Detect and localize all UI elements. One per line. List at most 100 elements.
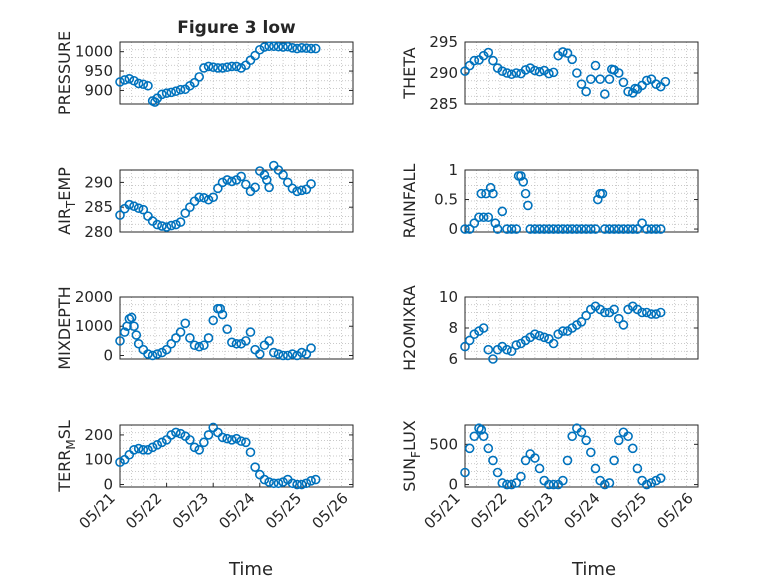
data-point — [488, 55, 498, 66]
data-point — [227, 337, 237, 348]
y-axis-label-text: RAINFALL — [400, 164, 419, 239]
data-point — [278, 350, 288, 361]
y-axis-label: AIRTEMP — [55, 167, 78, 235]
data-point — [124, 74, 135, 84]
data-point — [203, 430, 214, 440]
data-point — [217, 432, 228, 443]
data-point — [506, 69, 517, 80]
axes-3: 280 285 290 AIRTEMP — [55, 160, 354, 241]
data-point — [516, 471, 526, 482]
data-point — [143, 211, 153, 221]
data-point — [119, 75, 130, 85]
data-point — [609, 304, 619, 315]
y-axis-label: PRESSURE — [55, 31, 74, 115]
y-tick-label: 500 — [429, 435, 458, 453]
data-point — [481, 188, 491, 199]
data-point — [534, 224, 545, 234]
data-point — [268, 347, 279, 358]
data-point — [539, 224, 550, 234]
data-point — [306, 43, 316, 54]
x-axis-label-left: Time — [228, 559, 273, 580]
data-point — [581, 224, 591, 234]
y-tick-label: 6 — [448, 350, 458, 368]
data-point — [474, 212, 484, 223]
data-point — [264, 477, 274, 487]
data-point — [115, 336, 125, 346]
data-point — [520, 65, 531, 75]
data-point — [171, 219, 181, 230]
data-point — [152, 349, 163, 359]
data-point — [236, 436, 246, 446]
data-point — [208, 315, 218, 326]
axes-frame — [119, 169, 354, 233]
data-point — [464, 443, 475, 454]
data-point — [292, 479, 302, 490]
data-point — [483, 344, 494, 355]
data-point — [171, 427, 181, 438]
data-point — [627, 224, 638, 234]
data-point — [483, 212, 494, 223]
data-point — [115, 457, 125, 468]
data-point — [166, 338, 177, 349]
data-point — [604, 478, 615, 488]
data-point — [278, 477, 288, 487]
data-point — [604, 224, 615, 234]
data-point — [217, 309, 228, 320]
data-point — [138, 79, 149, 90]
data-point — [124, 449, 135, 460]
data-point — [641, 75, 652, 86]
y-tick-label: 0 — [448, 220, 458, 238]
y-tick-label: 10 — [439, 288, 458, 306]
data-point — [490, 218, 501, 228]
data-point — [296, 185, 307, 196]
data-point — [544, 68, 554, 79]
y-tick-label: 8 — [448, 319, 458, 337]
data-point — [166, 87, 177, 98]
data-point — [530, 224, 540, 234]
data-point — [222, 175, 232, 185]
axes-frame — [464, 169, 699, 233]
data-point — [502, 224, 512, 234]
data-point — [241, 437, 251, 448]
data-point — [618, 320, 629, 330]
data-point — [194, 444, 205, 455]
data-point — [180, 318, 191, 329]
data-point — [497, 66, 508, 76]
data-point — [492, 467, 503, 478]
data-point — [185, 333, 195, 343]
y-axis-label-rest: SL — [55, 420, 74, 439]
data-point — [623, 431, 633, 442]
data-point — [306, 343, 316, 353]
y-tick-label: 285 — [429, 95, 458, 113]
data-point — [511, 68, 522, 78]
y-tick-label: 200 — [84, 426, 113, 444]
data-point — [637, 218, 647, 228]
data-point — [613, 224, 624, 234]
data-point — [268, 160, 279, 171]
data-point — [199, 340, 209, 351]
data-point — [660, 76, 671, 87]
data-point — [227, 61, 237, 72]
y-tick-label: 1000 — [75, 43, 113, 61]
data-point — [131, 330, 142, 340]
data-point — [157, 221, 167, 231]
data-point — [175, 217, 186, 227]
data-point — [213, 183, 223, 194]
data-point — [180, 208, 191, 218]
data-point — [143, 349, 153, 359]
data-point — [558, 47, 568, 57]
data-point — [511, 478, 522, 488]
data-point — [613, 68, 624, 78]
data-point — [166, 430, 177, 440]
data-point — [203, 333, 214, 343]
data-point — [506, 224, 517, 234]
data-point — [231, 433, 242, 444]
data-point — [488, 455, 498, 466]
y-axis-label: TERRMSL — [55, 420, 78, 493]
data-point — [213, 427, 223, 438]
data-point — [632, 463, 643, 474]
